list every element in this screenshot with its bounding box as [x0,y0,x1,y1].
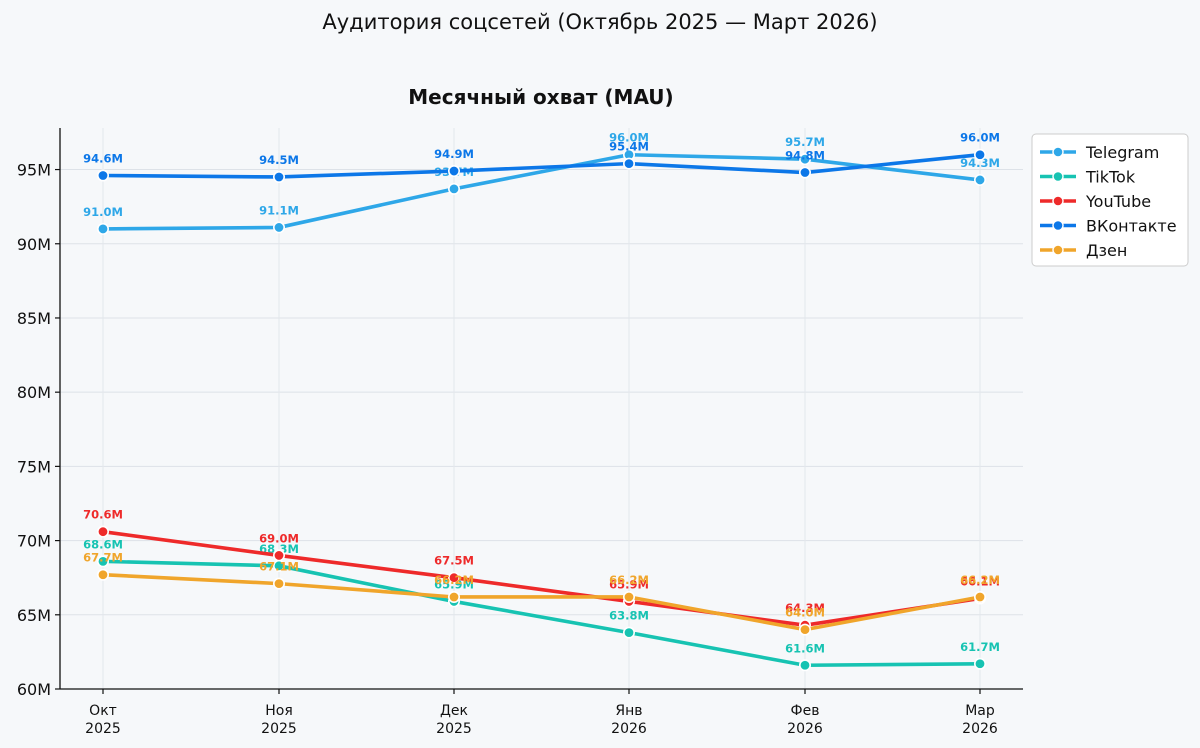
data-label: 66.2M [434,573,474,587]
y-tick-label: 90M [17,235,51,254]
data-label: 63.8M [609,609,649,623]
legend-swatch-marker [1052,219,1064,232]
y-tick-label: 60M [17,680,51,699]
legend-item: Дзен [1040,241,1127,260]
data-label: 94.3M [960,156,1000,170]
data-point [798,659,811,672]
data-point [973,148,986,161]
data-label: 70.6M [83,508,123,522]
data-point [622,590,635,603]
x-tick-label: Дек 2025 [436,703,472,737]
data-point [97,525,110,538]
y-tick-label: 65M [17,606,51,625]
data-label: 61.6M [785,641,825,655]
x-tick-label: Окт 2025 [85,703,121,737]
legend-swatch-marker [1052,244,1064,256]
y-tick-label: 85M [17,309,51,328]
data-point [97,222,110,235]
legend: Telegram TikTok YouTube ВКонтакте Дзен [1031,133,1189,267]
series-line [101,529,982,627]
series-3: 94.6M 94.5M 94.9M 95.4M 94.8M 96.0M [83,131,1000,183]
data-label: 69.0M [259,531,299,545]
legend-item: ВКонтакте [1040,217,1177,236]
series-line [101,572,982,632]
data-label: 94.5M [259,153,299,167]
data-label: 65.9M [609,577,649,591]
data-point [622,157,635,170]
data-point [798,166,811,179]
legend-label: ВКонтакте [1086,217,1177,236]
data-label: 65.9M [434,577,474,591]
plot-area: 60M 65M 70M 75M 80M 85M 90M 95M Окт 2025 Ноя 2025 Де… [17,128,1023,737]
y-tick-label: 75M [17,457,51,476]
x-tick-label: Фев 2026 [787,703,823,737]
series-line [101,152,982,231]
data-point [97,555,110,568]
data-label: 64.0M [785,606,825,620]
x-tick-label: Мар 2026 [962,703,998,737]
series-line [101,559,982,668]
legend-item: TikTok [1040,168,1136,187]
data-label: 64.3M [785,601,825,615]
data-point [272,577,285,590]
data-label: 91.1M [259,203,299,217]
data-label: 94.8M [785,149,825,163]
data-label: 68.6M [83,537,123,551]
y-tick-label: 95M [17,161,51,180]
data-label: 67.7M [83,551,123,565]
legend-label: Telegram [1085,143,1159,162]
data-label: 66.2M [609,573,649,587]
data-point [973,657,986,670]
legend-swatch-marker [1052,195,1064,207]
data-point [798,623,811,636]
x-tick-label: Ноя 2025 [261,703,297,737]
data-label: 66.2M [960,573,1000,587]
chart-title: Месячный охват (MAU) [408,85,673,109]
legend-label: YouTube [1085,192,1151,211]
legend-item: YouTube [1040,192,1151,211]
data-label: 67.5M [434,554,474,568]
y-tick-label: 70M [17,532,51,551]
legend-label: TikTok [1085,168,1136,187]
data-label: 96.0M [609,131,649,145]
data-label: 96.0M [960,131,1000,145]
data-point [272,170,285,183]
legend-swatch-marker [1052,170,1064,183]
data-label: 67.1M [259,560,299,574]
data-point [447,590,460,603]
data-point [447,165,460,178]
data-label: 91.0M [83,205,123,219]
data-point [798,153,811,166]
x-tick-label: Янв 2026 [611,703,647,737]
data-point [622,626,635,639]
data-point [973,590,986,603]
legend-box [1031,133,1189,267]
series-line [101,152,982,179]
data-label: 94.9M [434,147,474,161]
y-tick-label: 80M [17,383,51,402]
data-label: 61.7M [960,640,1000,654]
data-label: 94.6M [83,151,123,165]
data-point [272,549,285,562]
series-4: 67.7M 67.1M 66.2M 66.2M 64.0M 66.2M [83,551,1000,636]
data-label: 66.1M [960,574,1000,588]
series-2: 70.6M 69.0M 67.5M 65.9M 64.3M 66.1M [83,508,1000,632]
data-label: 95.4M [609,140,649,154]
data-point [272,221,285,234]
data-point [447,182,460,195]
legend-label: Дзен [1086,241,1127,260]
data-point [973,173,986,186]
data-label: 95.7M [785,135,825,149]
data-point [97,568,110,581]
legend-swatch-marker [1052,146,1064,158]
data-point [447,571,460,584]
figure-suptitle: Аудитория соцсетей (Октябрь 2025 — Март … [322,10,877,34]
data-point [97,169,110,182]
legend-item: Telegram [1040,143,1159,162]
